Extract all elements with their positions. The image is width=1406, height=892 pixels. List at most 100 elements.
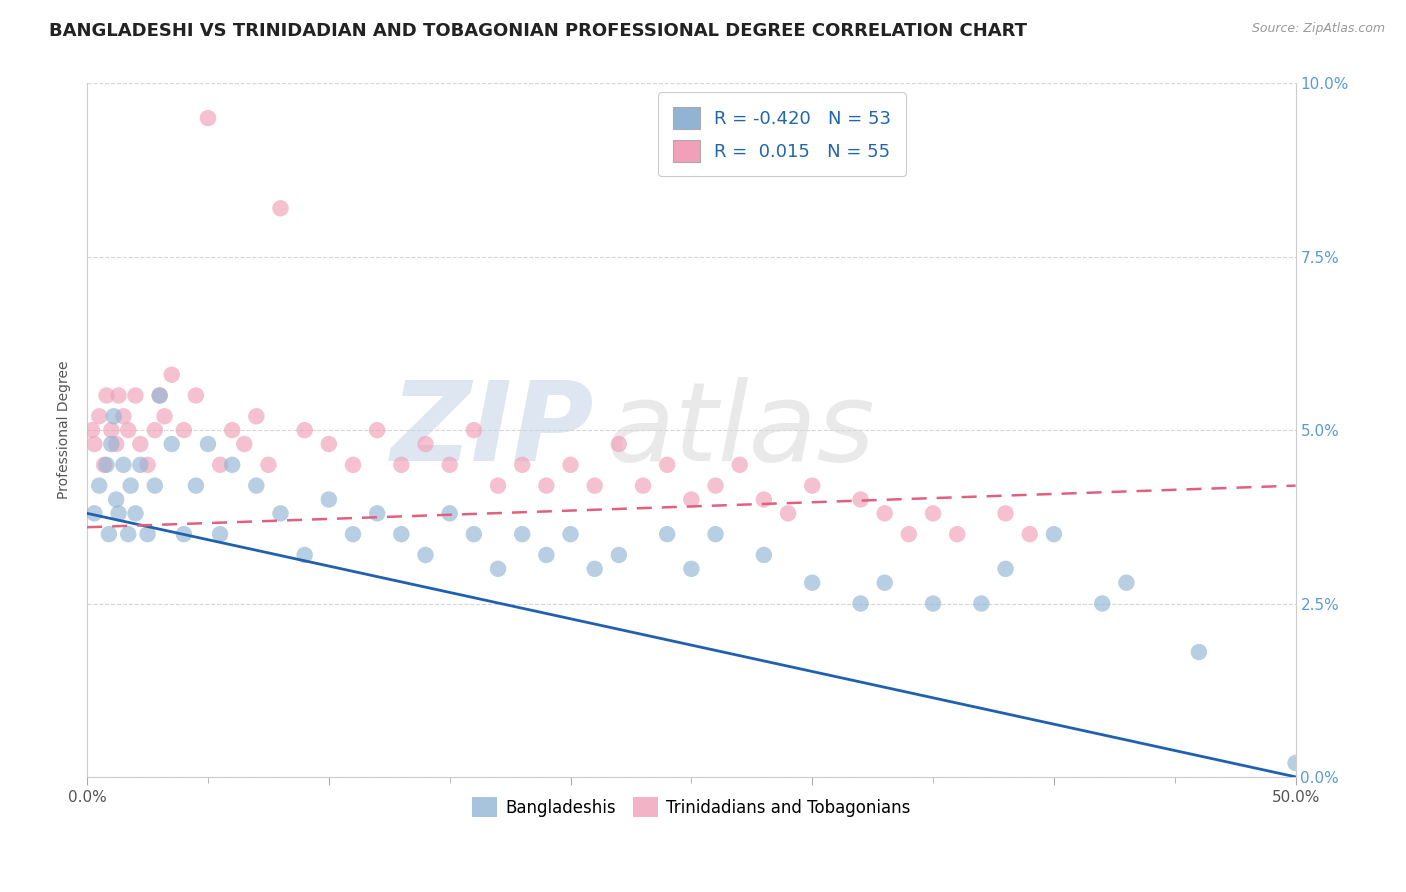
Point — [107, 507, 129, 521]
Point — [1091, 597, 1114, 611]
Point — [103, 409, 125, 424]
Point — [197, 111, 219, 125]
Point — [439, 458, 461, 472]
Text: atlas: atlas — [607, 376, 876, 483]
Point — [129, 458, 152, 472]
Point — [463, 423, 485, 437]
Point — [536, 548, 558, 562]
Point — [389, 527, 412, 541]
Point — [922, 597, 945, 611]
Point — [129, 437, 152, 451]
Text: BANGLADESHI VS TRINIDADIAN AND TOBAGONIAN PROFESSIONAL DEGREE CORRELATION CHART: BANGLADESHI VS TRINIDADIAN AND TOBAGONIA… — [49, 22, 1028, 40]
Point — [342, 527, 364, 541]
Point — [270, 201, 292, 215]
Point — [1284, 756, 1306, 770]
Point — [89, 409, 111, 424]
Point — [83, 437, 105, 451]
Point — [607, 437, 630, 451]
Point — [294, 423, 316, 437]
Point — [257, 458, 280, 472]
Point — [873, 575, 896, 590]
Point — [105, 437, 128, 451]
Point — [209, 458, 232, 472]
Point — [233, 437, 256, 451]
Point — [728, 458, 751, 472]
Point — [681, 562, 703, 576]
Point — [136, 527, 159, 541]
Point — [583, 562, 606, 576]
Point — [994, 562, 1017, 576]
Point — [1188, 645, 1211, 659]
Point — [752, 548, 775, 562]
Point — [80, 423, 103, 437]
Point — [486, 562, 509, 576]
Point — [415, 548, 437, 562]
Point — [1115, 575, 1137, 590]
Point — [366, 423, 388, 437]
Point — [143, 478, 166, 492]
Point — [97, 527, 120, 541]
Point — [245, 409, 267, 424]
Point — [560, 527, 582, 541]
Y-axis label: Professional Degree: Professional Degree — [58, 361, 72, 500]
Point — [221, 458, 243, 472]
Point — [510, 458, 533, 472]
Point — [897, 527, 920, 541]
Point — [583, 478, 606, 492]
Point — [184, 388, 207, 402]
Point — [96, 458, 118, 472]
Point — [184, 478, 207, 492]
Point — [149, 388, 172, 402]
Point — [318, 437, 340, 451]
Point — [801, 575, 824, 590]
Point — [149, 388, 172, 402]
Point — [946, 527, 969, 541]
Point — [93, 458, 115, 472]
Point — [96, 388, 118, 402]
Point — [173, 423, 195, 437]
Point — [704, 527, 727, 541]
Point — [849, 597, 872, 611]
Point — [245, 478, 267, 492]
Point — [631, 478, 654, 492]
Point — [1018, 527, 1040, 541]
Point — [704, 478, 727, 492]
Point — [510, 527, 533, 541]
Point — [970, 597, 993, 611]
Point — [294, 548, 316, 562]
Point — [120, 478, 142, 492]
Point — [776, 507, 799, 521]
Point — [105, 492, 128, 507]
Point — [160, 437, 183, 451]
Point — [560, 458, 582, 472]
Point — [117, 423, 139, 437]
Point — [318, 492, 340, 507]
Point — [801, 478, 824, 492]
Point — [89, 478, 111, 492]
Point — [607, 548, 630, 562]
Point — [994, 507, 1017, 521]
Point — [873, 507, 896, 521]
Point — [657, 527, 679, 541]
Point — [681, 492, 703, 507]
Text: Source: ZipAtlas.com: Source: ZipAtlas.com — [1251, 22, 1385, 36]
Point — [922, 507, 945, 521]
Point — [160, 368, 183, 382]
Point — [124, 507, 146, 521]
Point — [342, 458, 364, 472]
Point — [389, 458, 412, 472]
Point — [221, 423, 243, 437]
Point — [124, 388, 146, 402]
Point — [143, 423, 166, 437]
Point — [112, 458, 135, 472]
Point — [112, 409, 135, 424]
Legend: Bangladeshis, Trinidadians and Tobagonians: Bangladeshis, Trinidadians and Tobagonia… — [465, 790, 917, 824]
Point — [1043, 527, 1066, 541]
Point — [136, 458, 159, 472]
Point — [486, 478, 509, 492]
Text: ZIP: ZIP — [391, 376, 595, 483]
Point — [107, 388, 129, 402]
Point — [270, 507, 292, 521]
Point — [849, 492, 872, 507]
Point — [752, 492, 775, 507]
